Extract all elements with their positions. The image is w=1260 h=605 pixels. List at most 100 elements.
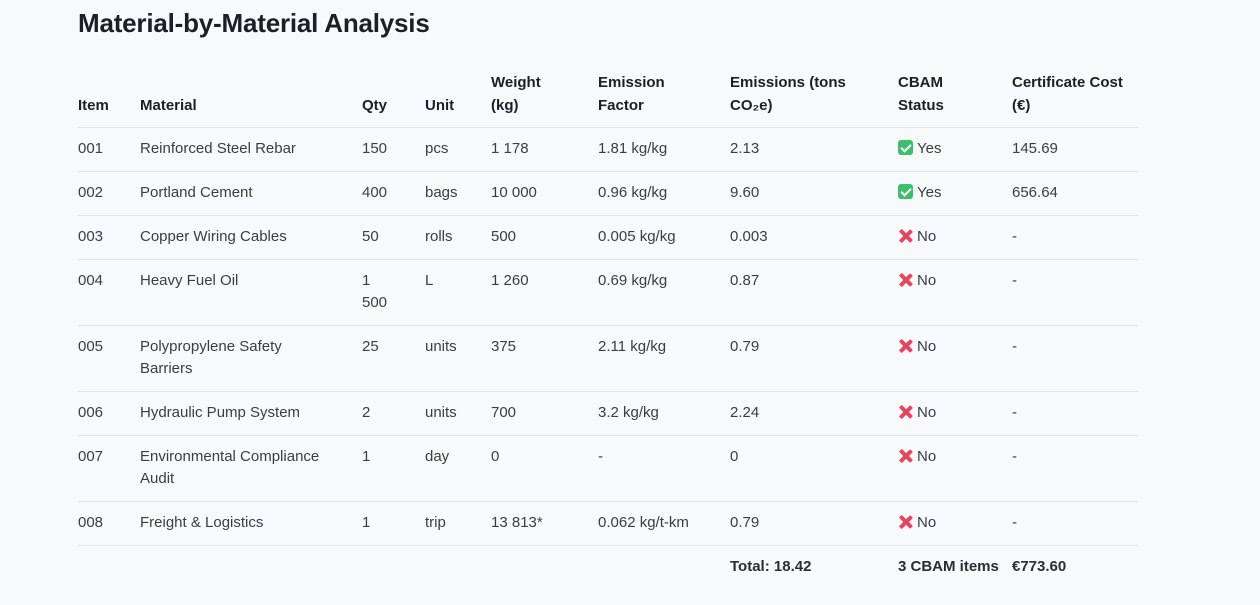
table-cell: 1 500 bbox=[362, 272, 388, 311]
status-text: No bbox=[917, 338, 937, 355]
table-cell: Freight & Logistics bbox=[140, 514, 264, 531]
status-text: No bbox=[917, 448, 937, 465]
table-row: 001 Reinforced Steel Rebar 150 pcs 1 178 1.81… bbox=[78, 128, 1138, 172]
cbam-status: No bbox=[898, 326, 1012, 392]
status-text: Yes bbox=[917, 184, 942, 201]
table-cell: bags bbox=[425, 184, 458, 201]
table-cell: 0 bbox=[730, 448, 739, 465]
table-cell: day bbox=[425, 448, 450, 465]
table-row: 005 Polypropylene Safety Barriers 25 units 3… bbox=[78, 326, 1138, 392]
table-cell: 2 bbox=[362, 404, 371, 421]
table-cell: 50 bbox=[362, 228, 379, 245]
table-cell: 003 bbox=[78, 228, 104, 245]
table-cell: - bbox=[598, 448, 603, 465]
table-cell: Reinforced Steel Rebar bbox=[140, 140, 296, 157]
table-cell: Portland Cement bbox=[140, 184, 253, 201]
status-icon bbox=[898, 448, 913, 463]
cbam-status: Yes bbox=[898, 172, 1012, 216]
table-cell: 0.69 kg/kg bbox=[598, 272, 668, 289]
status-icon bbox=[898, 228, 913, 243]
table-cell: - bbox=[1012, 448, 1017, 465]
status-text: No bbox=[917, 404, 937, 421]
table-cell: 3.2 kg/kg bbox=[598, 404, 659, 421]
table-cell: 9.60 bbox=[730, 184, 760, 201]
table-cell: units bbox=[425, 404, 457, 421]
header-text: Unit bbox=[425, 97, 455, 114]
table-cell: Heavy Fuel Oil bbox=[140, 272, 239, 289]
table-cell: 25 bbox=[362, 338, 379, 355]
table-cell: 150 bbox=[362, 140, 388, 157]
table-cell: 656.64 bbox=[1012, 184, 1058, 201]
table-cell: - bbox=[1012, 404, 1017, 421]
table-cell: 005 bbox=[78, 338, 104, 355]
table-cell: - bbox=[1012, 228, 1017, 245]
table-row: 002 Portland Cement 400 bags 10 000 0.96 kg/k… bbox=[78, 172, 1138, 216]
table-cell: 1 178 bbox=[491, 140, 529, 157]
table-cell: - bbox=[1012, 514, 1017, 531]
header-text: Certificate Cost bbox=[1012, 74, 1123, 91]
status-icon bbox=[898, 514, 913, 529]
header-cell: Certificate Cost (€) bbox=[1012, 61, 1138, 128]
header-cell: Item bbox=[78, 61, 140, 128]
header-text: CBAM bbox=[898, 74, 943, 91]
status-icon bbox=[898, 404, 913, 419]
header-text: CO₂e) bbox=[730, 97, 773, 114]
footer-cost: €773.60 bbox=[1012, 558, 1067, 575]
status-icon bbox=[898, 272, 913, 287]
table-cell: 700 bbox=[491, 404, 517, 421]
status-text: No bbox=[917, 272, 937, 289]
cbam-status: Yes bbox=[898, 128, 1012, 172]
table-cell: 10 000 bbox=[491, 184, 537, 201]
table-body: 001 Reinforced Steel Rebar 150 pcs 1 178 1.81… bbox=[78, 128, 1138, 546]
table-cell: Copper Wiring Cables bbox=[140, 228, 287, 245]
table-cell: Environmental Compliance Audit bbox=[140, 448, 320, 487]
section-title: Material-by-Material Analysis bbox=[78, 8, 430, 38]
table-cell: 0.062 kg/t-km bbox=[598, 514, 689, 531]
table-cell: 006 bbox=[78, 404, 104, 421]
table-cell: 1 260 bbox=[491, 272, 529, 289]
footer-total: Total: 18.42 bbox=[730, 558, 812, 575]
table-row: 008 Freight & Logistics 1 trip 13 813* 0.062 … bbox=[78, 502, 1138, 546]
table-row: 003 Copper Wiring Cables 50 rolls 500 0.005 k… bbox=[78, 216, 1138, 260]
cbam-status: No bbox=[898, 216, 1012, 260]
table-cell: - bbox=[1012, 272, 1017, 289]
status-icon bbox=[898, 338, 913, 353]
header-cell: Emission Factor bbox=[598, 61, 730, 128]
table-cell: 0.79 bbox=[730, 338, 760, 355]
header-cell: Weight (kg) bbox=[491, 61, 598, 128]
status-icon bbox=[898, 184, 913, 199]
table-cell: Hydraulic Pump System bbox=[140, 404, 301, 421]
table-cell: pcs bbox=[425, 140, 449, 157]
table-cell: 375 bbox=[491, 338, 517, 355]
header-cell: Emissions (tons CO₂e) bbox=[730, 61, 898, 128]
table-cell: 500 bbox=[491, 228, 517, 245]
table-cell: 002 bbox=[78, 184, 104, 201]
status-text: No bbox=[917, 514, 937, 531]
header-text: (kg) bbox=[491, 97, 519, 114]
table-cell: 001 bbox=[78, 140, 104, 157]
table-cell: 0.96 kg/kg bbox=[598, 184, 668, 201]
table-cell: 0.003 bbox=[730, 228, 768, 245]
table-cell: 2.11 kg/kg bbox=[598, 338, 667, 355]
header-text: Material bbox=[140, 97, 197, 114]
table-cell: units bbox=[425, 338, 457, 355]
header-text: Status bbox=[898, 97, 944, 114]
header-cell: Material bbox=[140, 61, 362, 128]
header-text: Qty bbox=[362, 97, 388, 114]
status-icon bbox=[898, 140, 913, 155]
table-cell: 0.87 bbox=[730, 272, 760, 289]
table-cell: 008 bbox=[78, 514, 104, 531]
table-cell: 1 bbox=[362, 514, 371, 531]
table-cell: 004 bbox=[78, 272, 104, 289]
footer-row: Total: 18.42 3 CBAM items €773.60 bbox=[78, 546, 1138, 590]
table-cell: trip bbox=[425, 514, 446, 531]
table-cell: L bbox=[425, 272, 434, 289]
header-cell: CBAM Status bbox=[898, 61, 1012, 128]
header-text: Emission bbox=[598, 74, 665, 91]
table-header: Item Material Qty Unit Weight (kg) Emission Fac… bbox=[78, 61, 1138, 128]
header-cell: Qty bbox=[362, 61, 425, 128]
status-text: Yes bbox=[917, 140, 942, 157]
header-text: Factor bbox=[598, 97, 644, 114]
header-text: Item bbox=[78, 97, 109, 114]
